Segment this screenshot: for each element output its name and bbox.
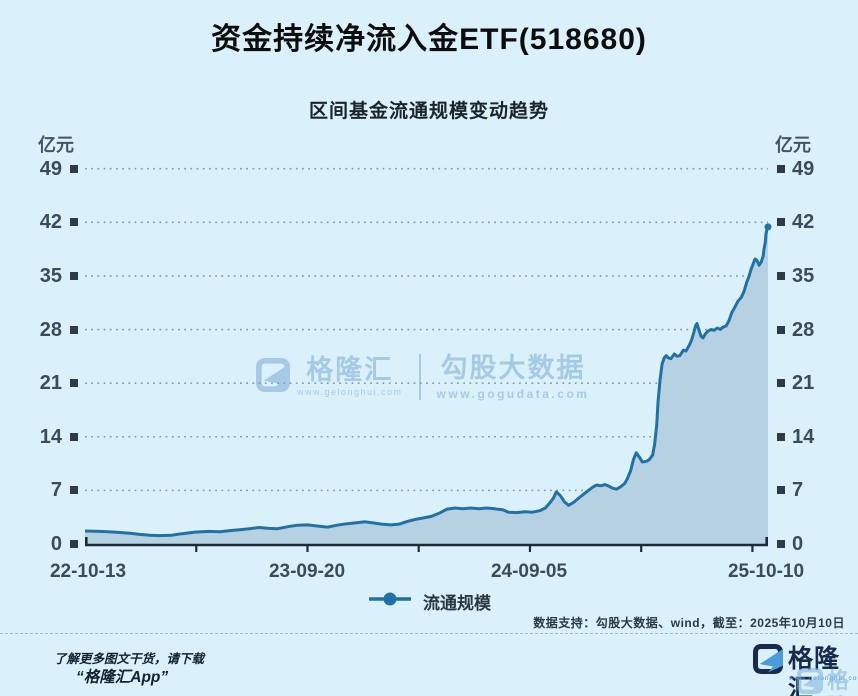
- y-axis-label-right: 7: [792, 479, 804, 502]
- footer-brand-logo-ghost: 格隆汇: [797, 668, 858, 696]
- y-axis-label-left: 35: [39, 264, 62, 287]
- watermark-gelonghui: 格隆汇 www.gelonghui.com: [256, 357, 403, 397]
- y-axis-label-right: 28: [792, 318, 815, 341]
- x-axis-label: 24-09-05: [490, 561, 568, 582]
- y-axis-label-left: 28: [39, 318, 62, 341]
- y-axis-label-right: 35: [792, 264, 815, 287]
- y-axis-tick-right: [777, 271, 785, 280]
- footer-separator: [0, 633, 858, 634]
- x-axis-label: 23-09-20: [268, 561, 346, 582]
- x-axis-label: 22-10-13: [49, 561, 127, 582]
- watermark-brand-url: www.gelonghui.com: [297, 387, 403, 397]
- gelonghui-logo-icon: [797, 668, 823, 696]
- x-axis-label: 25-10-10: [727, 561, 805, 582]
- legend-line-marker-icon: [367, 591, 413, 612]
- y-axis-tick-right: [777, 379, 785, 388]
- y-axis-tick-left: [70, 486, 78, 495]
- y-axis-tick-left: [70, 325, 78, 334]
- y-axis-tick-left: [70, 271, 78, 280]
- watermark-brand-text: 格隆汇: [306, 355, 394, 385]
- y-axis-label-right: 49: [792, 157, 815, 180]
- y-axis-tick-right: [777, 325, 785, 334]
- y-axis-tick-right: [777, 486, 785, 495]
- y-axis-tick-right: [777, 432, 785, 441]
- watermark: 格隆汇 www.gelonghui.com 勾股大数据 www.gogudata…: [256, 354, 589, 400]
- footer-promo-line2: “格隆汇App”: [76, 669, 169, 686]
- footer-brand-url: www.gelonghui.com: [789, 675, 858, 682]
- y-axis-tick-left: [70, 540, 78, 548]
- watermark-partner-text: 勾股大数据: [440, 352, 586, 383]
- y-axis-label-right: 21: [792, 372, 815, 395]
- y-axis-tick-left: [70, 218, 78, 227]
- footer-promo-line1: 了解更多图文干货，请下载: [54, 652, 205, 666]
- y-axis-label-left: 14: [39, 425, 62, 448]
- chart-subtitle: 区间基金流通规模变动趋势: [308, 101, 549, 122]
- y-axis-tick-left: [70, 164, 78, 173]
- watermark-divider: [418, 354, 421, 400]
- gelonghui-logo-icon: [753, 644, 783, 679]
- y-axis-label-left: 49: [39, 157, 62, 180]
- y-axis-tick-right: [777, 164, 785, 173]
- watermark-partner-url: www.gogudata.com: [436, 386, 590, 401]
- legend-label: 流通规模: [423, 594, 491, 613]
- y-axis-tick-right: [777, 218, 785, 227]
- y-axis-label-left: 7: [50, 479, 62, 502]
- y-axis-tick-left: [70, 379, 78, 388]
- y-axis-tick-right: [777, 540, 785, 548]
- gelonghui-logo-icon: [256, 357, 290, 397]
- y-axis-label-left: 42: [39, 211, 62, 234]
- watermark-gogudata: 勾股大数据 www.gogudata.com: [436, 352, 590, 401]
- y-axis-label-right: 42: [792, 211, 815, 234]
- y-axis-label-right: 14: [792, 425, 815, 448]
- data-source-note: 数据支持：勾股大数据、wind，截至：2025年10月10日: [533, 616, 845, 630]
- y-axis-unit-left: 亿元: [38, 135, 74, 155]
- y-axis-label-left: 0: [50, 533, 62, 555]
- y-axis-unit-right: 亿元: [775, 135, 811, 155]
- y-axis-tick-left: [70, 432, 78, 441]
- footer-brand-ghost-text: 格隆汇: [827, 668, 851, 696]
- chart-plot: [85, 167, 772, 552]
- chart-legend: 流通规模: [0, 589, 858, 614]
- page-title: 资金持续净流入金ETF(518680): [211, 23, 647, 56]
- y-axis-label-left: 21: [39, 372, 62, 395]
- y-axis-label-right: 0: [792, 533, 804, 555]
